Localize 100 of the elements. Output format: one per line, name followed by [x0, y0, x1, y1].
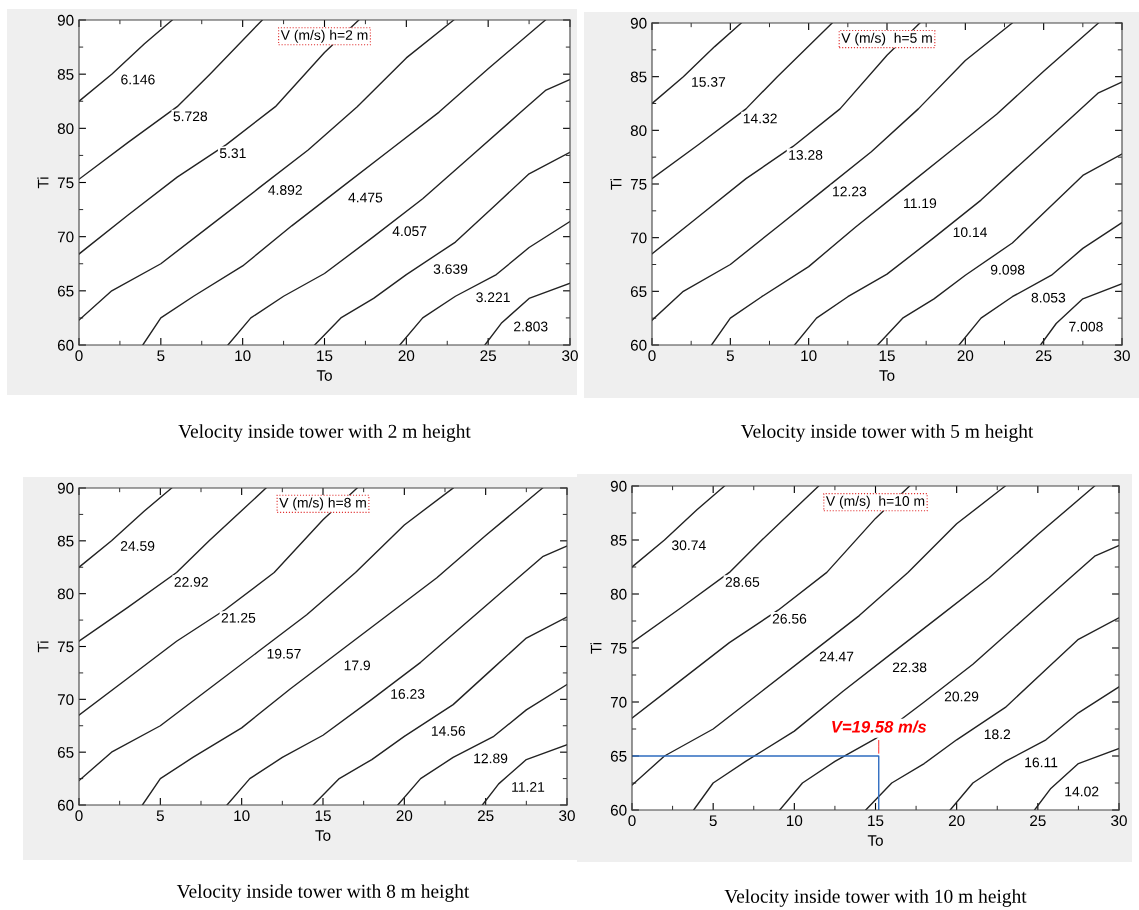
x-tick-label: 0: [75, 350, 83, 362]
line-series: [876, 153, 1122, 345]
y-tick-label: 65: [610, 750, 627, 762]
y-tick-label: 80: [610, 588, 627, 600]
annotation: 11.19: [904, 198, 937, 209]
annotation: 22.92: [174, 576, 208, 587]
y-tick-label: 90: [57, 14, 74, 26]
line-series: [79, 488, 267, 642]
annotation: 28.65: [725, 577, 760, 587]
annotation: 8.053: [1031, 292, 1066, 303]
line-series: [79, 488, 173, 568]
x-tick-label: 10: [235, 350, 251, 362]
y-axis-title: Ti: [590, 642, 602, 654]
x-tick-label: 10: [801, 350, 817, 362]
annotation: 14.32: [743, 113, 777, 124]
x-tick-label: 25: [1030, 815, 1046, 827]
y-tick-label: 85: [57, 535, 74, 547]
annotation: 21.25: [221, 612, 256, 623]
y-tick-label: 75: [57, 177, 74, 189]
y-tick-label: 85: [57, 69, 74, 80]
text: V (m/s) h=5 m: [841, 32, 932, 46]
line-series: [632, 486, 726, 568]
line-series: [313, 151, 570, 345]
y-tick-label: 75: [57, 641, 74, 653]
x-tick-label: 0: [75, 810, 83, 822]
x-tick-label: 15: [317, 350, 333, 362]
x-tick-label: 10: [787, 815, 803, 827]
x-tick-label: 10: [234, 810, 250, 822]
annotation: 24.47: [819, 651, 854, 662]
y-axis-title: Ti: [610, 178, 622, 190]
annotation: 3.639: [433, 264, 468, 274]
annotation: 18.2: [984, 729, 1011, 740]
x-tick-label: 20: [948, 815, 965, 827]
annotation: 7.008: [1069, 321, 1103, 332]
text: V (m/s) h=10 m: [825, 495, 925, 509]
y-tick-label: 70: [57, 231, 74, 243]
annotation: 14.56: [431, 725, 466, 736]
annotation: 17.9: [344, 660, 371, 671]
y-tick-label: 90: [57, 482, 74, 494]
y-tick-label: 65: [630, 286, 647, 298]
y-tick-label: 80: [57, 588, 74, 600]
x-tick-label: 5: [156, 810, 164, 822]
y-tick-label: 60: [57, 339, 74, 351]
annotation: 6.146: [121, 74, 155, 85]
x-axis-title: To: [879, 370, 895, 381]
y-tick-label: 90: [630, 17, 647, 29]
annotation: V=19.58 m/s: [832, 720, 927, 733]
x-tick-label: 25: [1035, 350, 1052, 362]
line-series: [652, 23, 742, 105]
annotation: 5.728: [173, 111, 208, 122]
y-tick-label: 85: [630, 71, 647, 83]
x-tick-label: 30: [559, 810, 575, 822]
x-axis-title: To: [315, 830, 331, 841]
annotation: 19.57: [267, 648, 301, 659]
x-tick-label: 30: [1114, 350, 1130, 362]
annotation: 13.28: [789, 149, 823, 160]
line-series: [79, 20, 173, 102]
annotation: 3.221: [476, 292, 510, 303]
x-tick-label: 30: [1111, 815, 1127, 827]
x-axis-title: To: [867, 835, 883, 846]
x-axis-title: To: [316, 370, 332, 381]
line-series: [79, 20, 264, 180]
x-tick-label: 25: [477, 810, 494, 822]
annotation: 10.14: [953, 227, 988, 238]
y-tick-label: 65: [57, 285, 74, 297]
annotation: 11.21: [512, 781, 545, 792]
annotation: 9.098: [990, 264, 1025, 275]
annotation: 26.56: [772, 613, 807, 624]
x-tick-label: 20: [957, 350, 974, 362]
y-tick-label: 85: [610, 534, 627, 546]
text: Velocity inside tower with 10 m height: [724, 889, 1027, 907]
annotation: 4.892: [268, 185, 302, 195]
text: Velocity inside tower with 2 m height: [178, 424, 471, 442]
y-tick-label: 75: [610, 643, 627, 654]
annotation: 4.475: [348, 192, 383, 203]
y-tick-label: 90: [610, 480, 627, 492]
x-tick-label: 15: [868, 815, 884, 827]
x-tick-label: 0: [648, 350, 656, 362]
text: V (m/s) h=8 m: [279, 497, 366, 511]
y-tick-label: 70: [57, 694, 74, 706]
annotation: 15.37: [692, 77, 726, 87]
annotation: 4.057: [392, 226, 427, 237]
text: V (m/s) h=2 m: [280, 29, 368, 43]
x-tick-label: 20: [398, 350, 415, 362]
line-series: [312, 616, 567, 805]
x-tick-label: 25: [480, 350, 497, 362]
y-tick-label: 70: [610, 696, 627, 708]
y-tick-label: 80: [630, 125, 647, 137]
x-tick-label: 15: [315, 810, 331, 822]
annotation: 30.74: [671, 540, 706, 551]
annotation: 12.23: [833, 186, 867, 197]
y-tick-label: 65: [57, 747, 74, 758]
y-tick-label: 60: [630, 339, 647, 351]
line-series: [632, 486, 820, 644]
annotation: 5.31: [219, 148, 246, 159]
y-tick-label: 60: [57, 799, 74, 811]
x-tick-label: 20: [396, 810, 413, 822]
annotation: 14.02: [1065, 786, 1099, 797]
y-tick-label: 70: [630, 232, 647, 244]
x-tick-label: 0: [628, 815, 636, 827]
